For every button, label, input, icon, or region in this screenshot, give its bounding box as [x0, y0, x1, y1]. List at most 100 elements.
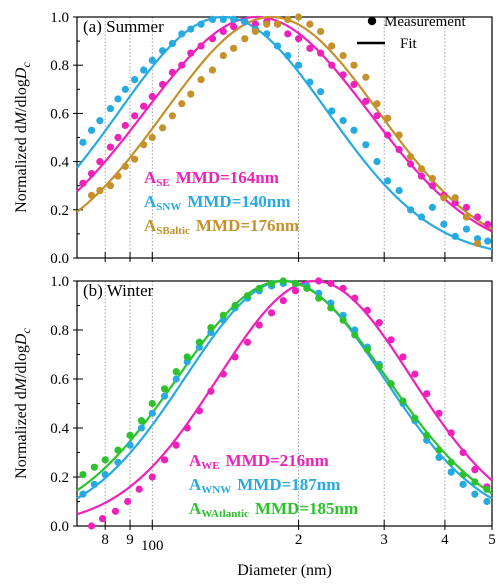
- data-point: [447, 458, 455, 466]
- data-point: [160, 385, 169, 393]
- data-point: [96, 158, 104, 166]
- data-point: [417, 172, 426, 180]
- data-point: [284, 51, 292, 60]
- data-point: [219, 15, 227, 24]
- data-point: [387, 336, 395, 344]
- data-point: [172, 441, 180, 449]
- data-point: [241, 18, 249, 26]
- data-point: [121, 162, 129, 171]
- data-point: [428, 203, 436, 211]
- data-point: [208, 35, 217, 43]
- data-point: [87, 191, 96, 199]
- data-point: [140, 66, 148, 74]
- data-point: [131, 155, 139, 163]
- data-point: [328, 107, 336, 115]
- y-axis-label: Normalized dM/dlogDc: [13, 62, 33, 213]
- data-point: [447, 429, 455, 437]
- series-A_WE: [87, 277, 491, 530]
- data-point: [451, 232, 459, 240]
- data-point: [317, 49, 325, 57]
- data-point: [362, 97, 370, 105]
- data-point: [79, 470, 87, 479]
- data-point: [268, 309, 276, 317]
- data-point: [411, 414, 419, 422]
- data-point: [462, 225, 471, 233]
- data-point: [96, 117, 104, 125]
- data-point: [148, 399, 156, 408]
- legend-marker-icon: [367, 16, 377, 26]
- x-tick-label: 100: [141, 538, 164, 554]
- data-point: [160, 456, 169, 464]
- data-point: [373, 112, 381, 120]
- data-point: [90, 463, 98, 471]
- data-point: [473, 239, 482, 248]
- y-tick-label: 0.0: [50, 519, 69, 535]
- data-point: [137, 417, 146, 425]
- data-point: [317, 27, 325, 36]
- top-legend: Measurement Fit: [357, 14, 466, 52]
- x-tick-label: 8: [101, 532, 109, 548]
- data-point: [399, 353, 407, 361]
- data-point: [328, 61, 336, 69]
- data-point: [435, 446, 443, 454]
- data-point: [375, 319, 383, 327]
- panel-a: 0.0 0.2 0.4 0.6 0.8 1.0 Normalized dM/dlogDc (a…: [13, 10, 493, 267]
- data-point: [207, 387, 215, 395]
- data-point: [327, 304, 335, 312]
- data-point: [178, 100, 186, 108]
- data-point: [294, 35, 303, 43]
- data-point: [351, 331, 359, 339]
- data-point: [183, 424, 191, 432]
- legend-label-A_WNW: AWNW MMD=187nm: [189, 475, 340, 496]
- data-point: [98, 515, 107, 523]
- data-point: [291, 287, 300, 295]
- data-point: [219, 370, 227, 378]
- data-point: [183, 353, 191, 361]
- data-point: [423, 431, 431, 439]
- data-point: [363, 346, 371, 354]
- data-point: [328, 42, 336, 50]
- data-point: [350, 80, 358, 89]
- x-axis-label: Diameter (nm): [237, 562, 332, 579]
- data-point: [375, 363, 383, 371]
- data-point: [79, 179, 87, 187]
- y-tick-label: 0.6: [50, 372, 69, 388]
- data-point: [462, 213, 471, 221]
- data-point: [111, 507, 120, 515]
- data-point: [440, 220, 448, 228]
- series-A_SBaltic: [87, 13, 482, 248]
- data-point: [207, 323, 215, 332]
- data-point: [451, 194, 459, 202]
- data-point: [131, 112, 139, 120]
- data-point: [87, 522, 96, 530]
- fit-line-A_SNW: [76, 15, 493, 251]
- data-point: [126, 431, 134, 439]
- data-point: [435, 453, 443, 461]
- data-point: [241, 35, 249, 43]
- y-tick-label: 1.0: [50, 10, 69, 26]
- fit-line-A_WE: [76, 279, 493, 516]
- data-point: [315, 294, 323, 302]
- panel-title: (b) Winter: [83, 281, 154, 300]
- data-point: [459, 448, 467, 457]
- data-point: [484, 237, 492, 245]
- data-point: [168, 39, 177, 48]
- data-point: [197, 20, 205, 28]
- data-point: [148, 56, 156, 64]
- data-point: [273, 20, 282, 28]
- data-point: [197, 76, 205, 84]
- data-point: [483, 485, 491, 493]
- legend-label-A_SNW: ASNW MMD=140nm: [144, 192, 291, 213]
- data-point: [187, 49, 195, 57]
- data-point: [263, 20, 271, 28]
- legend-label-A_SBaltic: ASBaltic MMD=176nm: [144, 216, 299, 237]
- data-point: [362, 141, 370, 149]
- data-point: [284, 30, 292, 38]
- y-axis-label: Normalized dM/dlogDc: [13, 328, 33, 479]
- data-point: [306, 78, 314, 86]
- data-point: [395, 186, 403, 195]
- data-point: [339, 284, 347, 292]
- data-point: [351, 294, 359, 302]
- y-tick-label: 0.4: [50, 155, 69, 171]
- data-point: [114, 458, 122, 466]
